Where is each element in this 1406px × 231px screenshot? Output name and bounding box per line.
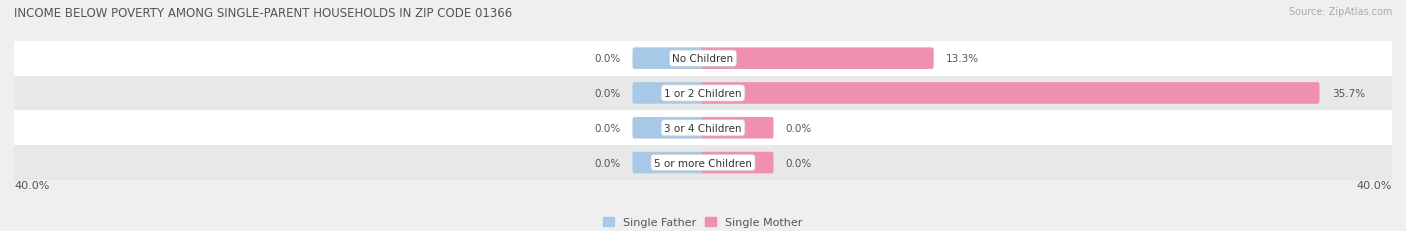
Text: 5 or more Children: 5 or more Children: [654, 158, 752, 168]
FancyBboxPatch shape: [633, 83, 704, 104]
Text: Source: ZipAtlas.com: Source: ZipAtlas.com: [1288, 7, 1392, 17]
Text: 13.3%: 13.3%: [946, 54, 979, 64]
FancyBboxPatch shape: [14, 111, 1392, 146]
FancyBboxPatch shape: [633, 118, 704, 139]
Text: 3 or 4 Children: 3 or 4 Children: [664, 123, 742, 133]
FancyBboxPatch shape: [702, 48, 934, 70]
FancyBboxPatch shape: [14, 76, 1392, 111]
Text: No Children: No Children: [672, 54, 734, 64]
Text: 40.0%: 40.0%: [14, 180, 49, 190]
Text: 0.0%: 0.0%: [786, 158, 811, 168]
FancyBboxPatch shape: [702, 152, 773, 174]
Text: 0.0%: 0.0%: [595, 88, 620, 99]
FancyBboxPatch shape: [633, 152, 704, 174]
FancyBboxPatch shape: [14, 42, 1392, 76]
Text: 0.0%: 0.0%: [595, 54, 620, 64]
Legend: Single Father, Single Mother: Single Father, Single Mother: [603, 217, 803, 227]
FancyBboxPatch shape: [633, 48, 704, 70]
Text: 40.0%: 40.0%: [1357, 180, 1392, 190]
FancyBboxPatch shape: [14, 146, 1392, 180]
Text: INCOME BELOW POVERTY AMONG SINGLE-PARENT HOUSEHOLDS IN ZIP CODE 01366: INCOME BELOW POVERTY AMONG SINGLE-PARENT…: [14, 7, 512, 20]
Text: 35.7%: 35.7%: [1331, 88, 1365, 99]
Text: 0.0%: 0.0%: [595, 123, 620, 133]
Text: 1 or 2 Children: 1 or 2 Children: [664, 88, 742, 99]
Text: 0.0%: 0.0%: [786, 123, 811, 133]
FancyBboxPatch shape: [702, 118, 773, 139]
Text: 0.0%: 0.0%: [595, 158, 620, 168]
FancyBboxPatch shape: [702, 83, 1319, 104]
